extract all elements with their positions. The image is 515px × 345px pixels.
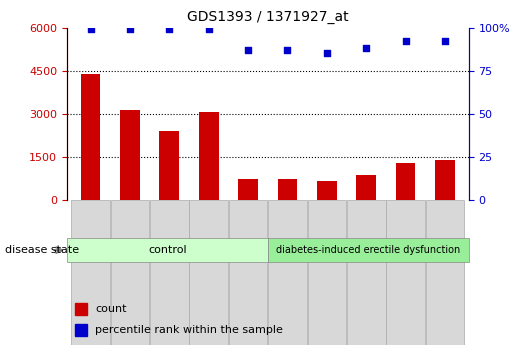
Text: count: count	[95, 304, 127, 314]
Bar	[81, 73, 100, 200]
FancyBboxPatch shape	[268, 200, 307, 345]
Bar	[75, 324, 87, 336]
FancyBboxPatch shape	[190, 200, 228, 345]
Bar	[435, 160, 455, 200]
Bar	[356, 175, 376, 200]
Point	[165, 27, 174, 32]
Bar	[160, 131, 179, 200]
Text: percentile rank within the sample: percentile rank within the sample	[95, 325, 283, 335]
Title: GDS1393 / 1371927_at: GDS1393 / 1371927_at	[187, 10, 349, 24]
Bar	[238, 179, 258, 200]
Bar	[396, 163, 416, 200]
Text: diabetes-induced erectile dysfunction: diabetes-induced erectile dysfunction	[276, 245, 460, 255]
FancyBboxPatch shape	[229, 200, 267, 345]
Point	[402, 39, 410, 44]
FancyBboxPatch shape	[307, 200, 346, 345]
Point	[441, 39, 449, 44]
Point	[204, 27, 213, 32]
Point	[244, 47, 252, 53]
Point	[323, 51, 331, 56]
FancyBboxPatch shape	[268, 238, 469, 262]
Bar	[278, 179, 297, 200]
FancyBboxPatch shape	[67, 238, 268, 262]
Bar	[199, 112, 218, 200]
FancyBboxPatch shape	[150, 200, 188, 345]
Point	[362, 46, 370, 51]
Point	[283, 47, 291, 53]
Bar	[317, 180, 337, 200]
FancyBboxPatch shape	[71, 200, 110, 345]
Bar	[75, 303, 87, 315]
Point	[126, 27, 134, 32]
FancyBboxPatch shape	[386, 200, 425, 345]
FancyBboxPatch shape	[347, 200, 386, 345]
Bar	[120, 110, 140, 200]
Text: control: control	[148, 245, 187, 255]
FancyBboxPatch shape	[426, 200, 465, 345]
Point	[87, 27, 95, 32]
FancyBboxPatch shape	[111, 200, 149, 345]
Text: disease state: disease state	[5, 245, 79, 255]
